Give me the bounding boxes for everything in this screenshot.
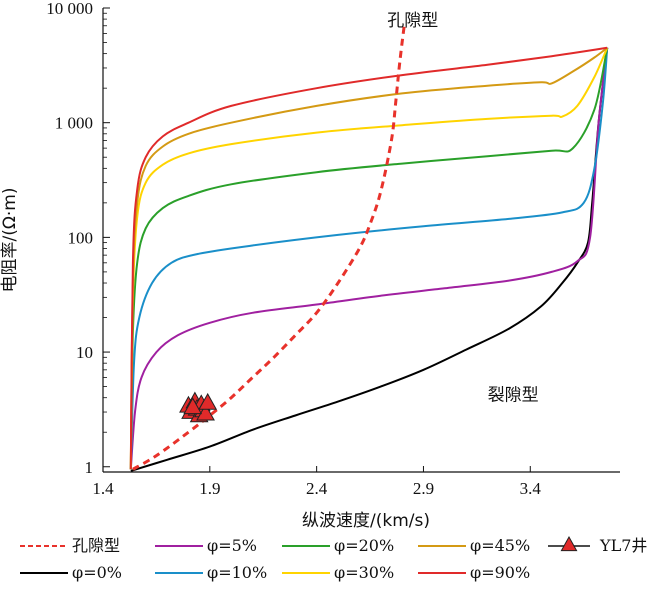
series-line (132, 25, 406, 471)
series-line (129, 47, 609, 470)
legend-label: φ=0% (72, 563, 122, 582)
y-tick-label: 1 (85, 458, 94, 477)
legend-label: YL7井 (599, 536, 647, 555)
marker-point (198, 392, 218, 410)
series-line (130, 47, 609, 472)
x-axis-title: 纵波速度/(km/s) (302, 511, 430, 531)
axes: 1.4 1.9 2.4 2.9 3.4 1 10 100 1 000 10 000 (46, 0, 620, 498)
legend: 孔隙型 φ=5% φ=20% φ=45% YL7井 φ=0% φ=10% φ=30% φ=90% (20, 535, 647, 582)
marker-point (196, 403, 215, 421)
series-line (129, 47, 609, 470)
legend-label: φ=30% (334, 563, 394, 582)
x-tick-label: 1.4 (92, 479, 114, 498)
y-tick-label: 10 (76, 343, 93, 362)
annotation-label: 裂隙型 (488, 385, 539, 405)
x-tick-label: 1.9 (199, 479, 220, 498)
y-tick-label: 1 000 (55, 114, 93, 133)
legend-label: φ=45% (470, 536, 530, 555)
y-tick-label: 100 (68, 228, 94, 247)
marker-point (183, 397, 203, 415)
series-line (129, 46, 608, 470)
legend-label: φ=20% (334, 536, 394, 555)
legend-label: φ=90% (470, 563, 530, 582)
series-line (129, 47, 609, 470)
legend-marker (560, 535, 578, 552)
x-tick-label: 3.4 (520, 479, 542, 498)
y-axis-title: 电阻率/(Ω·m) (0, 188, 20, 293)
series-line (129, 47, 609, 470)
legend-label: 孔隙型 (72, 536, 120, 555)
series-line (129, 46, 608, 470)
legend-label: φ=5% (207, 536, 257, 555)
y-tick-label: 10 000 (46, 0, 93, 18)
x-tick-label: 2.9 (413, 479, 434, 498)
annotation-label: 孔隙型 (387, 11, 438, 31)
legend-label: φ=10% (207, 563, 267, 582)
x-tick-label: 2.4 (306, 479, 328, 498)
